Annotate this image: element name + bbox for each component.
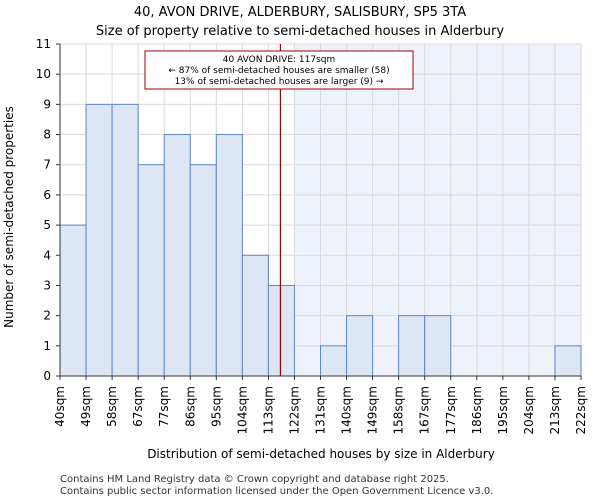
footer-line-2: Contains public sector information licen…	[60, 486, 493, 497]
bar-58sqm	[111, 103, 139, 377]
annotation-line-1: 40 AVON DRIVE: 117sqm	[223, 55, 336, 65]
x-tick-label: 149sqm	[366, 386, 380, 434]
y-tick-label: 2	[43, 309, 51, 323]
bar-49sqm	[85, 103, 113, 377]
x-tick-label: 195sqm	[496, 386, 510, 434]
y-tick-label: 0	[43, 369, 51, 383]
bar-104sqm	[241, 254, 269, 377]
bar-113sqm	[267, 284, 295, 377]
bar-213sqm	[554, 345, 582, 377]
x-tick-label: 86sqm	[183, 386, 197, 427]
x-tick-label: 213sqm	[548, 386, 562, 434]
y-tick-label: 10	[36, 67, 51, 81]
y-tick-label: 4	[43, 248, 51, 262]
x-tick-label: 49sqm	[79, 386, 93, 427]
x-tick-label: 177sqm	[444, 386, 458, 434]
chart-subtitle: Size of property relative to semi-detach…	[96, 24, 504, 39]
x-tick-label: 67sqm	[131, 386, 145, 427]
bar-40sqm	[59, 224, 87, 377]
bar-77sqm	[163, 134, 191, 377]
bar-131sqm	[320, 345, 348, 377]
y-axis-label: Number of semi-detached properties	[2, 106, 16, 328]
y-tick-label: 1	[43, 339, 51, 353]
bar-158sqm	[398, 315, 426, 377]
bar-167sqm	[424, 315, 452, 377]
y-tick-label: 3	[43, 278, 51, 292]
x-tick-label: 158sqm	[392, 386, 406, 434]
y-tick-label: 11	[36, 37, 51, 51]
annotation-box	[144, 50, 414, 90]
annotation-line-2: ← 87% of semi-detached houses are smalle…	[168, 66, 389, 76]
bar-67sqm	[137, 164, 165, 377]
x-tick-label: 58sqm	[105, 386, 119, 427]
x-tick-label: 140sqm	[340, 386, 354, 434]
x-tick-label: 122sqm	[287, 386, 301, 434]
bar-140sqm	[346, 315, 374, 377]
x-tick-label: 204sqm	[522, 386, 536, 434]
y-tick-label: 7	[43, 158, 51, 172]
chart-title: 40, AVON DRIVE, ALDERBURY, SALISBURY, SP…	[134, 5, 466, 20]
x-tick-label: 113sqm	[261, 386, 275, 434]
y-tick-label: 5	[43, 218, 51, 232]
x-tick-label: 222sqm	[574, 386, 588, 434]
x-tick-label: 167sqm	[418, 386, 432, 434]
bar-86sqm	[189, 164, 217, 377]
x-tick-label: 40sqm	[53, 386, 67, 427]
y-tick-label: 8	[43, 128, 51, 142]
x-axis-label: Distribution of semi-detached houses by …	[147, 447, 495, 461]
x-tick-label: 77sqm	[157, 386, 171, 427]
footer-line-1: Contains HM Land Registry data © Crown c…	[60, 474, 449, 485]
x-tick-label: 186sqm	[470, 386, 484, 434]
x-tick-label: 131sqm	[314, 386, 328, 434]
annotation-line-3: 13% of semi-detached houses are larger (…	[175, 77, 384, 87]
y-tick-label: 9	[43, 97, 51, 111]
y-tick-label: 6	[43, 188, 51, 202]
plot-area: 40 AVON DRIVE: 117sqm← 87% of semi-detac…	[36, 37, 588, 434]
x-tick-label: 95sqm	[209, 386, 223, 427]
bar-95sqm	[215, 134, 243, 377]
x-tick-label: 104sqm	[235, 386, 249, 434]
